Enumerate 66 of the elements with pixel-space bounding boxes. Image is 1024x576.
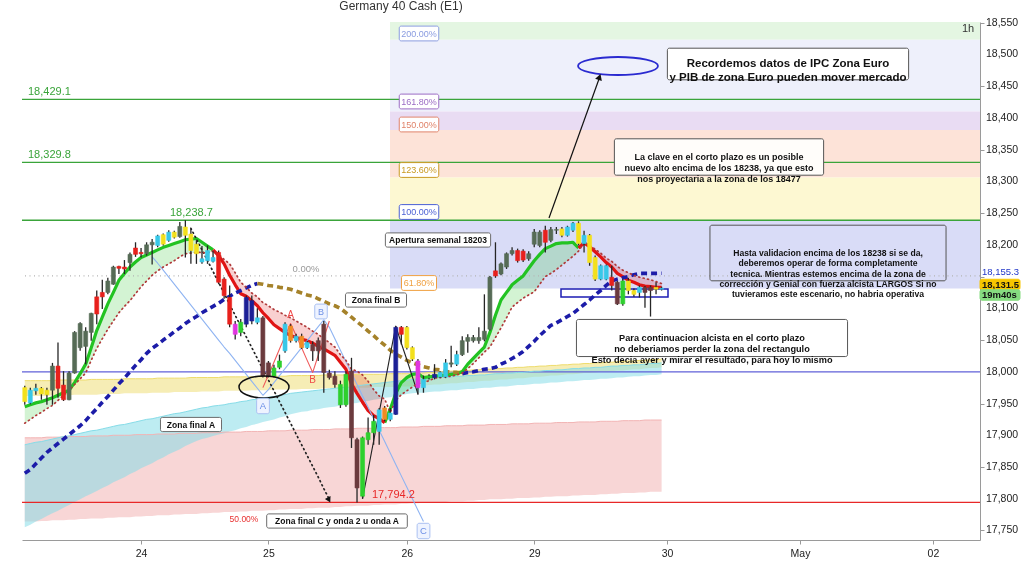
annotation: La clave en el corto plazo es un posible nuevo alto encima de los 18238, ya que esto nos proyectaria a la zona de los 18477: [624, 152, 815, 184]
y-tick-label: 18,450: [986, 79, 1019, 92]
annotation: 0.00%: [292, 263, 321, 274]
x-tick-label: 26: [401, 546, 414, 559]
annotation: Apertura semanal 18203: [389, 235, 488, 245]
y-tick-label: 18,200: [986, 237, 1019, 250]
y-tick-label: 18,500: [986, 47, 1019, 60]
annotation: 50.00%: [229, 514, 259, 524]
candlestick: [288, 323, 293, 344]
candlestick: [22, 385, 28, 406]
x-tick-label: 29: [528, 546, 541, 559]
annotation: 61.80%: [403, 278, 435, 288]
candlestick: [448, 345, 454, 368]
candlestick: [376, 407, 382, 446]
text: 18,155.3: [982, 266, 1019, 277]
ref-line-label: 18,429.1: [28, 85, 71, 98]
annotation: 150.00%: [401, 119, 437, 130]
x-tick-label: 30: [661, 546, 674, 559]
annotation: B: [309, 374, 317, 385]
ref-line-label: 18,329.8: [28, 148, 71, 161]
candlestick: [581, 230, 587, 254]
y-tick-label: 18,250: [986, 206, 1019, 219]
y-tick-label: 17,950: [986, 396, 1019, 409]
y-tick-label: 18,000: [986, 364, 1019, 377]
candlestick: [543, 225, 548, 254]
y-tick-label: 17,750: [986, 523, 1019, 536]
annotation: C: [420, 525, 428, 536]
annotation: Zona final B: [351, 295, 401, 305]
candlestick: [614, 280, 620, 306]
annotation: Zona final A: [166, 419, 216, 430]
annotation: Zona final C y onda 2 u onda A: [275, 516, 399, 526]
y-tick-label: 18,550: [986, 15, 1019, 28]
text: 18,131.5: [982, 278, 1020, 290]
annotation: A: [287, 309, 295, 320]
annotation: A: [259, 400, 267, 411]
candlestick: [576, 220, 581, 247]
candlestick: [653, 281, 659, 295]
x-tick-label: May: [790, 546, 812, 559]
candlestick: [232, 320, 238, 341]
x-tick-label: 24: [135, 546, 148, 559]
annotation: 100.00%: [401, 207, 437, 217]
annotation: Para continuacion alcista en el corto plazo no deberiamos perder la zona del rectangulo Esto decia ayer y mirar el resultado, para hoy lo mismo: [591, 333, 833, 366]
y-tick-label: 18,050: [986, 333, 1019, 346]
chart-title: Germany 40 Cash (E1): [339, 0, 463, 13]
annotation: 1h: [961, 22, 975, 34]
x-tick-label: 02: [927, 546, 940, 559]
annotation: Hasta validacion encima de los 18238 si se da, deberemos operar de forma completamente tecnica. Mientras estemos encima de la zona de corrección y Genial con fuerza alcista LARGOS Si no tuvieramos este escenario, no habria operativa: [719, 248, 937, 300]
annotation: B: [317, 306, 325, 317]
y-tick-label: 18,350: [986, 142, 1019, 155]
y-tick-label: 18,300: [986, 174, 1019, 187]
candlestick: [620, 278, 626, 307]
y-tick-label: 18,100: [986, 301, 1019, 314]
y-tick-label: 17,850: [986, 460, 1019, 472]
annotation: Recordemos datos de IPC Zona Euro y PIB de zona Euro pueden mover mercado: [669, 57, 907, 83]
annotation: 123.60%: [401, 165, 437, 175]
annotation: 161.80%: [401, 96, 437, 107]
y-tick-label: 18,400: [986, 110, 1019, 123]
candlestick: [127, 251, 133, 272]
text: 19m40s: [982, 289, 1017, 300]
y-tick-label: 17,900: [986, 428, 1019, 441]
annotation: 200.00%: [401, 28, 437, 39]
y-tick-label: 17,800: [986, 491, 1019, 504]
ref-line-label: 17,794.2: [372, 488, 415, 501]
candlestick: [493, 241, 498, 279]
ref-line-label: 18,238.7: [170, 206, 213, 219]
x-tick-label: 25: [263, 546, 275, 559]
